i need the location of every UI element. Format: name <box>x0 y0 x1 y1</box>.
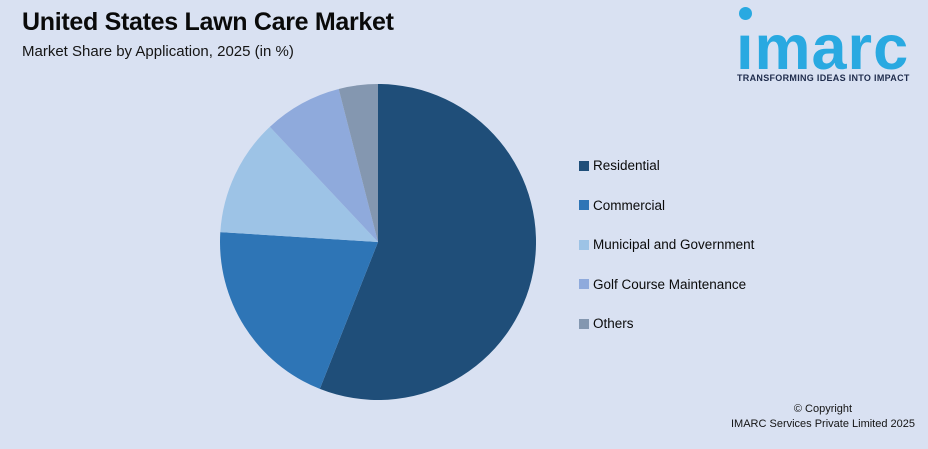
legend-label-municipal-and-government: Municipal and Government <box>593 237 755 253</box>
legend-swatch-municipal-and-government <box>579 239 589 250</box>
imarc-tagline: TRANSFORMING IDEAS INTO IMPACT <box>737 73 910 83</box>
legend-swatch-others <box>579 318 589 329</box>
imarc-logo: ımarc TRANSFORMING IDEAS INTO IMPACT <box>736 6 920 88</box>
legend-item-municipal-and-government: Municipal and Government <box>579 225 754 265</box>
legend-swatch-residential <box>579 160 589 171</box>
legend-swatch-golf-course-maintenance <box>579 279 589 290</box>
pie-slice-residential <box>319 84 536 400</box>
legend-item-golf-course-maintenance: Golf Course Maintenance <box>579 265 754 305</box>
legend-label-golf-course-maintenance: Golf Course Maintenance <box>593 276 747 292</box>
pie-chart <box>220 84 536 400</box>
imarc-logo-dot-icon <box>739 7 752 20</box>
page-title: United States Lawn Care Market <box>22 8 394 36</box>
pie-slice-others <box>338 84 378 242</box>
legend-label-residential: Residential <box>593 158 660 174</box>
legend-item-residential: Residential <box>579 146 754 186</box>
legend-label-commercial: Commercial <box>593 197 666 213</box>
copyright: © Copyright IMARC Services Private Limit… <box>731 402 915 432</box>
imarc-wordmark: ımarc <box>736 13 910 83</box>
legend-label-others: Others <box>593 316 634 332</box>
legend-swatch-commercial <box>579 200 589 211</box>
legend: Residential Commercial Municipal and Gov… <box>579 146 754 344</box>
copyright-line-2: IMARC Services Private Limited 2025 <box>730 418 915 430</box>
pie-slice-commercial <box>220 232 378 389</box>
page-subtitle: Market Share by Application, 2025 (in %) <box>22 43 294 60</box>
copyright-line-1: © Copyright <box>793 403 853 415</box>
legend-item-commercial: Commercial <box>579 186 754 226</box>
legend-item-others: Others <box>579 304 754 344</box>
pie-slice-golf-course-maintenance <box>269 88 378 243</box>
header: United States Lawn Care Market Market Sh… <box>22 8 394 60</box>
pie-slice-municipal-and-government <box>220 126 378 242</box>
